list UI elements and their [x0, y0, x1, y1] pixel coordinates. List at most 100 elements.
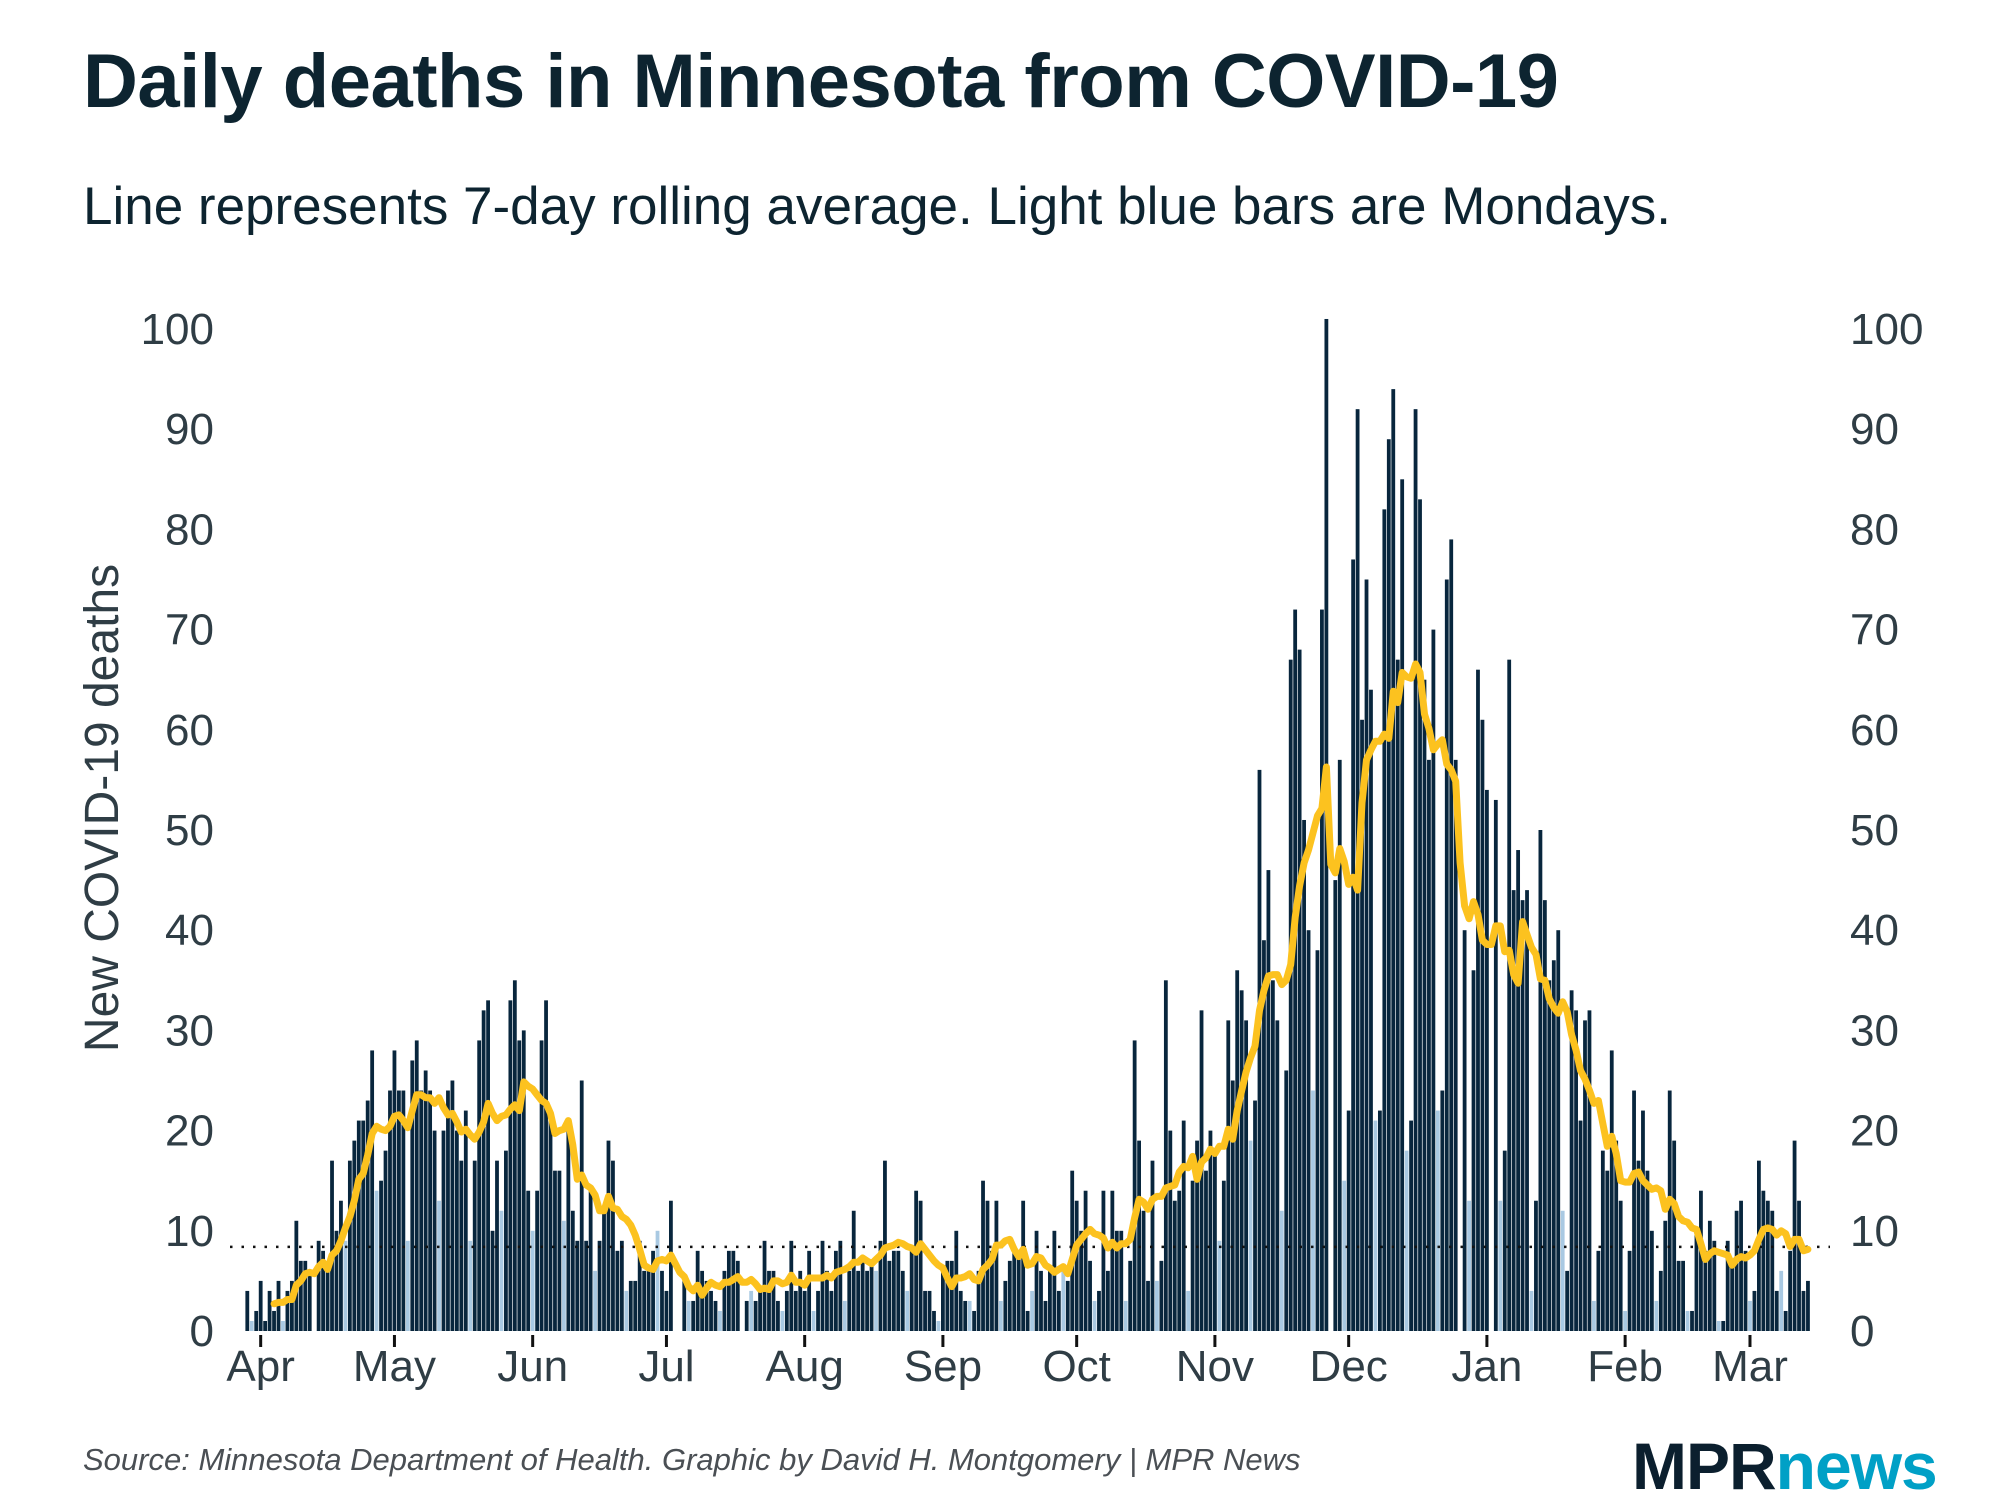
bar [401, 1090, 406, 1331]
bar [1262, 940, 1266, 1331]
bar [1605, 1170, 1610, 1331]
bar [597, 1240, 602, 1331]
bar [646, 1270, 651, 1331]
monday-bar [281, 1320, 285, 1331]
bar [1012, 1250, 1017, 1331]
bar [361, 1120, 366, 1331]
bar [958, 1290, 963, 1331]
chart-title: Daily deaths in Minnesota from COVID-19 [83, 39, 1559, 124]
rolling-average-line [270, 660, 1812, 1308]
bar [263, 1320, 268, 1331]
bar [1730, 1260, 1735, 1331]
bar [918, 1200, 923, 1331]
bar [1297, 649, 1302, 1331]
bar [1119, 1230, 1124, 1331]
bar [1609, 1050, 1614, 1331]
bar [414, 1040, 419, 1331]
bar [1565, 1270, 1570, 1331]
bar [423, 1070, 428, 1331]
monday-bar [1155, 1280, 1159, 1331]
bar [1181, 1120, 1186, 1331]
y-tick-label-right: 20 [1850, 1107, 1899, 1156]
bar [1226, 1020, 1231, 1331]
bar [1574, 1010, 1578, 1331]
bar [1034, 1230, 1039, 1331]
x-tick-label: Feb [1587, 1342, 1663, 1391]
bar [1346, 1110, 1351, 1331]
bar [1128, 1260, 1133, 1331]
bar [896, 1250, 901, 1331]
bar [477, 1040, 482, 1331]
bar [548, 1110, 553, 1331]
bar [1146, 1280, 1150, 1331]
bar [1088, 1260, 1092, 1331]
bar [660, 1270, 664, 1331]
bar [682, 1280, 687, 1331]
bar [1168, 1130, 1173, 1331]
monday-bar [593, 1270, 597, 1331]
bar [1476, 669, 1480, 1331]
y-tick-label-right: 40 [1850, 906, 1899, 955]
bar [526, 1190, 531, 1331]
y-tick-label-right: 50 [1850, 806, 1899, 855]
monday-bar [1373, 1120, 1378, 1331]
bar [383, 1150, 388, 1331]
monday-bar [967, 1300, 972, 1331]
bar [1204, 1170, 1208, 1331]
bar [1471, 970, 1476, 1331]
bar [1788, 1250, 1793, 1331]
bar [1221, 1180, 1226, 1331]
bar [1132, 1040, 1137, 1331]
bar [816, 1290, 820, 1331]
chart-subtitle: Line represents 7-day rolling average. L… [83, 177, 1671, 236]
y-axis-left: 0 10 20 30 40 50 60 70 80 90 100 [141, 305, 214, 1356]
monday-bar [1498, 1200, 1503, 1331]
bar [1293, 609, 1298, 1331]
bar [1007, 1260, 1012, 1331]
bar [1712, 1240, 1717, 1331]
bar [481, 1010, 486, 1331]
bar [307, 1270, 312, 1331]
bar [941, 1270, 945, 1331]
bar [820, 1240, 825, 1331]
bar [713, 1300, 718, 1331]
bar [887, 1260, 892, 1331]
bar [1360, 719, 1364, 1331]
bar [517, 1040, 522, 1331]
monday-bar [842, 1300, 847, 1331]
bar [1440, 1090, 1445, 1331]
y-tick-label-left: 40 [165, 906, 214, 955]
bar [1681, 1260, 1685, 1331]
bar [1663, 1220, 1668, 1331]
bars-group [245, 318, 1810, 1332]
bar [1444, 579, 1449, 1331]
bar [1542, 900, 1547, 1331]
bar [1618, 1200, 1623, 1331]
y-tick-label-right: 60 [1850, 706, 1899, 755]
monday-bar [1186, 1290, 1191, 1331]
bar [1195, 1140, 1199, 1331]
bar [1422, 679, 1427, 1331]
y-tick-label-left: 90 [165, 405, 214, 454]
monday-bar [780, 1310, 785, 1331]
bar [1725, 1240, 1730, 1331]
bar [539, 1040, 544, 1331]
bar [972, 1310, 977, 1331]
monday-bar [874, 1270, 878, 1331]
bar [1337, 759, 1342, 1331]
bar [1239, 990, 1244, 1331]
bar [1493, 799, 1498, 1331]
monday-bar [1311, 1090, 1315, 1331]
source-credit: Source: Minnesota Department of Health. … [83, 1442, 1301, 1477]
bar [1587, 1010, 1592, 1331]
logo-news: news [1775, 1429, 1938, 1503]
monday-bar [1623, 1310, 1628, 1331]
bar [1649, 1230, 1654, 1331]
x-tick-label: Aug [766, 1342, 844, 1391]
bar [356, 1120, 361, 1331]
bar [664, 1290, 669, 1331]
bar [994, 1200, 999, 1331]
bar [1480, 719, 1485, 1331]
bar [258, 1280, 263, 1331]
monday-bar [1560, 1210, 1565, 1331]
